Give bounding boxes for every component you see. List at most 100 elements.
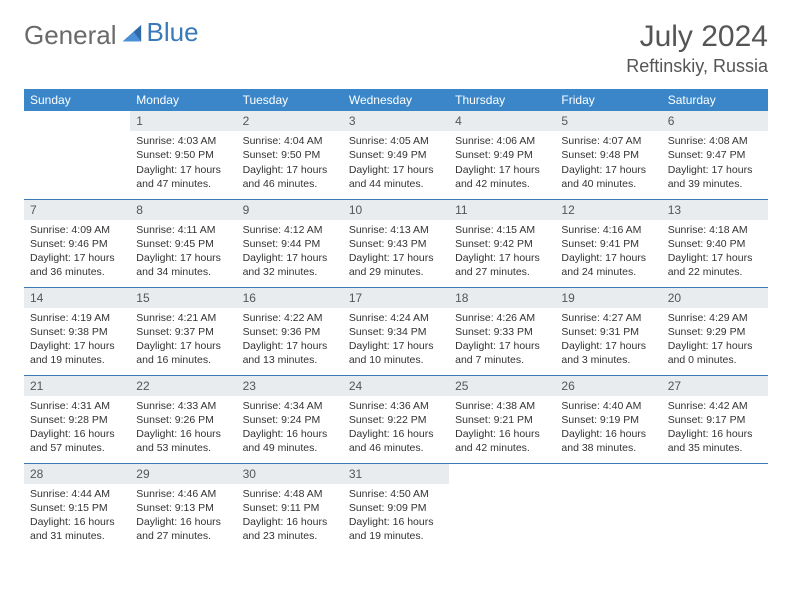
sunset-line: Sunset: 9:09 PM <box>349 501 443 515</box>
day-body: Sunrise: 4:42 AMSunset: 9:17 PMDaylight:… <box>662 396 768 460</box>
day-body: Sunrise: 4:15 AMSunset: 9:42 PMDaylight:… <box>449 220 555 284</box>
sunrise-line: Sunrise: 4:26 AM <box>455 311 549 325</box>
sunrise-line: Sunrise: 4:24 AM <box>349 311 443 325</box>
day-body: Sunrise: 4:29 AMSunset: 9:29 PMDaylight:… <box>662 308 768 372</box>
sunset-line: Sunset: 9:49 PM <box>349 148 443 162</box>
calendar-table: SundayMondayTuesdayWednesdayThursdayFrid… <box>24 89 768 551</box>
day-number: 30 <box>237 464 343 484</box>
weekday-header: Tuesday <box>237 89 343 111</box>
daylight-line: Daylight: 17 hours and 42 minutes. <box>455 163 549 191</box>
day-body: Sunrise: 4:26 AMSunset: 9:33 PMDaylight:… <box>449 308 555 372</box>
day-number: 17 <box>343 288 449 308</box>
day-body: Sunrise: 4:31 AMSunset: 9:28 PMDaylight:… <box>24 396 130 460</box>
day-number: 24 <box>343 376 449 396</box>
sunset-line: Sunset: 9:33 PM <box>455 325 549 339</box>
day-number: 2 <box>237 111 343 131</box>
sunrise-line: Sunrise: 4:33 AM <box>136 399 230 413</box>
calendar-cell: 2Sunrise: 4:04 AMSunset: 9:50 PMDaylight… <box>237 111 343 199</box>
sunset-line: Sunset: 9:19 PM <box>561 413 655 427</box>
sunrise-line: Sunrise: 4:08 AM <box>668 134 762 148</box>
daylight-line: Daylight: 17 hours and 7 minutes. <box>455 339 549 367</box>
sunset-line: Sunset: 9:46 PM <box>30 237 124 251</box>
calendar-cell: 12Sunrise: 4:16 AMSunset: 9:41 PMDayligh… <box>555 199 661 287</box>
calendar-cell: 9Sunrise: 4:12 AMSunset: 9:44 PMDaylight… <box>237 199 343 287</box>
calendar-cell: 27Sunrise: 4:42 AMSunset: 9:17 PMDayligh… <box>662 375 768 463</box>
day-number: 8 <box>130 200 236 220</box>
day-body: Sunrise: 4:04 AMSunset: 9:50 PMDaylight:… <box>237 131 343 195</box>
day-number: 14 <box>24 288 130 308</box>
sunrise-line: Sunrise: 4:06 AM <box>455 134 549 148</box>
daylight-line: Daylight: 16 hours and 31 minutes. <box>30 515 124 543</box>
day-body: Sunrise: 4:27 AMSunset: 9:31 PMDaylight:… <box>555 308 661 372</box>
sunset-line: Sunset: 9:28 PM <box>30 413 124 427</box>
daylight-line: Daylight: 16 hours and 49 minutes. <box>243 427 337 455</box>
calendar-cell: 26Sunrise: 4:40 AMSunset: 9:19 PMDayligh… <box>555 375 661 463</box>
day-body: Sunrise: 4:08 AMSunset: 9:47 PMDaylight:… <box>662 131 768 195</box>
sunrise-line: Sunrise: 4:27 AM <box>561 311 655 325</box>
day-body: Sunrise: 4:11 AMSunset: 9:45 PMDaylight:… <box>130 220 236 284</box>
day-number: 22 <box>130 376 236 396</box>
daylight-line: Daylight: 17 hours and 47 minutes. <box>136 163 230 191</box>
brand-logo: General Blue <box>24 20 199 51</box>
sunrise-line: Sunrise: 4:50 AM <box>349 487 443 501</box>
calendar-cell: 31Sunrise: 4:50 AMSunset: 9:09 PMDayligh… <box>343 463 449 551</box>
day-number: 23 <box>237 376 343 396</box>
day-body: Sunrise: 4:50 AMSunset: 9:09 PMDaylight:… <box>343 484 449 548</box>
daylight-line: Daylight: 16 hours and 27 minutes. <box>136 515 230 543</box>
day-body: Sunrise: 4:22 AMSunset: 9:36 PMDaylight:… <box>237 308 343 372</box>
calendar-cell: 17Sunrise: 4:24 AMSunset: 9:34 PMDayligh… <box>343 287 449 375</box>
day-number: 20 <box>662 288 768 308</box>
sunset-line: Sunset: 9:42 PM <box>455 237 549 251</box>
sunrise-line: Sunrise: 4:12 AM <box>243 223 337 237</box>
sunrise-line: Sunrise: 4:13 AM <box>349 223 443 237</box>
day-body: Sunrise: 4:34 AMSunset: 9:24 PMDaylight:… <box>237 396 343 460</box>
day-number: 28 <box>24 464 130 484</box>
daylight-line: Daylight: 16 hours and 42 minutes. <box>455 427 549 455</box>
calendar-row: 28Sunrise: 4:44 AMSunset: 9:15 PMDayligh… <box>24 463 768 551</box>
daylight-line: Daylight: 16 hours and 53 minutes. <box>136 427 230 455</box>
sunrise-line: Sunrise: 4:07 AM <box>561 134 655 148</box>
calendar-cell: 21Sunrise: 4:31 AMSunset: 9:28 PMDayligh… <box>24 375 130 463</box>
calendar-cell: 5Sunrise: 4:07 AMSunset: 9:48 PMDaylight… <box>555 111 661 199</box>
daylight-line: Daylight: 17 hours and 10 minutes. <box>349 339 443 367</box>
weekday-header: Monday <box>130 89 236 111</box>
sunrise-line: Sunrise: 4:40 AM <box>561 399 655 413</box>
calendar-cell: 19Sunrise: 4:27 AMSunset: 9:31 PMDayligh… <box>555 287 661 375</box>
day-body: Sunrise: 4:24 AMSunset: 9:34 PMDaylight:… <box>343 308 449 372</box>
sunrise-line: Sunrise: 4:03 AM <box>136 134 230 148</box>
daylight-line: Daylight: 16 hours and 46 minutes. <box>349 427 443 455</box>
calendar-cell: . <box>449 463 555 551</box>
calendar-cell: 20Sunrise: 4:29 AMSunset: 9:29 PMDayligh… <box>662 287 768 375</box>
sunset-line: Sunset: 9:44 PM <box>243 237 337 251</box>
day-body: Sunrise: 4:16 AMSunset: 9:41 PMDaylight:… <box>555 220 661 284</box>
daylight-line: Daylight: 17 hours and 39 minutes. <box>668 163 762 191</box>
sunrise-line: Sunrise: 4:48 AM <box>243 487 337 501</box>
sunset-line: Sunset: 9:50 PM <box>243 148 337 162</box>
daylight-line: Daylight: 17 hours and 19 minutes. <box>30 339 124 367</box>
calendar-cell: . <box>662 463 768 551</box>
calendar-cell: 28Sunrise: 4:44 AMSunset: 9:15 PMDayligh… <box>24 463 130 551</box>
sunset-line: Sunset: 9:15 PM <box>30 501 124 515</box>
sunset-line: Sunset: 9:31 PM <box>561 325 655 339</box>
daylight-line: Daylight: 17 hours and 34 minutes. <box>136 251 230 279</box>
day-number: 10 <box>343 200 449 220</box>
header: General Blue July 2024 Reftinskiy, Russi… <box>24 20 768 77</box>
sunset-line: Sunset: 9:41 PM <box>561 237 655 251</box>
day-number: 13 <box>662 200 768 220</box>
daylight-line: Daylight: 16 hours and 57 minutes. <box>30 427 124 455</box>
weekday-header: Friday <box>555 89 661 111</box>
sunset-line: Sunset: 9:50 PM <box>136 148 230 162</box>
day-number: 11 <box>449 200 555 220</box>
calendar-row: 14Sunrise: 4:19 AMSunset: 9:38 PMDayligh… <box>24 287 768 375</box>
day-number: 21 <box>24 376 130 396</box>
brand-part2: Blue <box>147 17 199 48</box>
sunset-line: Sunset: 9:40 PM <box>668 237 762 251</box>
day-body: Sunrise: 4:19 AMSunset: 9:38 PMDaylight:… <box>24 308 130 372</box>
calendar-cell: 6Sunrise: 4:08 AMSunset: 9:47 PMDaylight… <box>662 111 768 199</box>
day-body: Sunrise: 4:13 AMSunset: 9:43 PMDaylight:… <box>343 220 449 284</box>
day-number: 12 <box>555 200 661 220</box>
calendar-cell: 7Sunrise: 4:09 AMSunset: 9:46 PMDaylight… <box>24 199 130 287</box>
daylight-line: Daylight: 17 hours and 0 minutes. <box>668 339 762 367</box>
calendar-cell: 10Sunrise: 4:13 AMSunset: 9:43 PMDayligh… <box>343 199 449 287</box>
calendar-cell: 1Sunrise: 4:03 AMSunset: 9:50 PMDaylight… <box>130 111 236 199</box>
